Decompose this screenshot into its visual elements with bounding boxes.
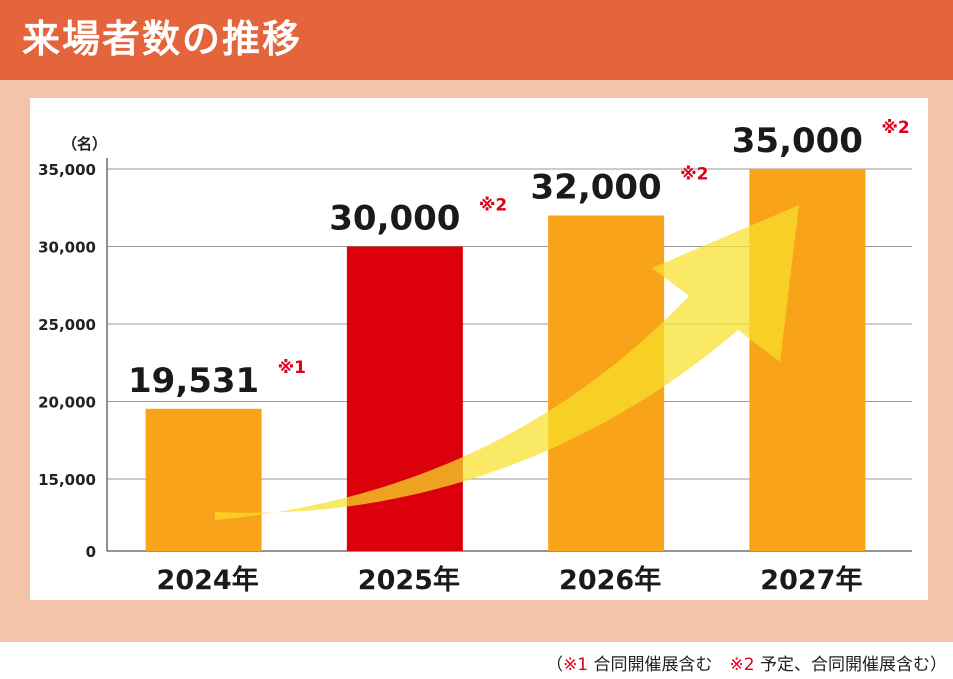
value-note: ※2 xyxy=(881,118,909,138)
bar-2025年 xyxy=(346,246,463,551)
value-label: 19,531 xyxy=(128,361,259,401)
footnote: （※1 合同開催展含む ※2 予定、合同開催展含む） xyxy=(546,650,947,675)
bar-2024年 xyxy=(145,408,262,551)
page-title: 来場者数の推移 xyxy=(22,17,303,61)
category-label: 2026年 xyxy=(559,564,661,596)
value-note: ※1 xyxy=(278,358,306,378)
y-tick-label: 30,000 xyxy=(38,239,96,257)
trend-arrow xyxy=(215,205,799,520)
value-note: ※2 xyxy=(680,165,708,185)
value-note: ※2 xyxy=(479,196,507,216)
y-tick-label: 25,000 xyxy=(38,316,96,334)
value-label: 35,000 xyxy=(732,121,863,161)
y-unit-label: （名） xyxy=(62,135,107,153)
header-bar: 来場者数の推移 xyxy=(0,0,953,80)
footnote-text-2: 予定、合同開催展含む） xyxy=(754,655,947,675)
footnote-open: （ xyxy=(546,655,564,675)
y-tick-label: 20,000 xyxy=(38,394,96,412)
footnote-text-1: 合同開催展含む xyxy=(588,655,730,675)
value-label: 32,000 xyxy=(531,168,662,208)
footnote-mark-2: ※2 xyxy=(729,655,755,675)
category-label: 2024年 xyxy=(157,564,259,596)
y-tick-label: 0 xyxy=(86,543,96,561)
footnote-mark-1: ※1 xyxy=(563,655,589,675)
y-tick-label: 35,000 xyxy=(38,161,96,179)
value-label: 30,000 xyxy=(329,199,460,239)
category-label: 2025年 xyxy=(358,564,460,596)
category-label: 2027年 xyxy=(760,564,862,596)
y-tick-label: 15,000 xyxy=(38,471,96,489)
